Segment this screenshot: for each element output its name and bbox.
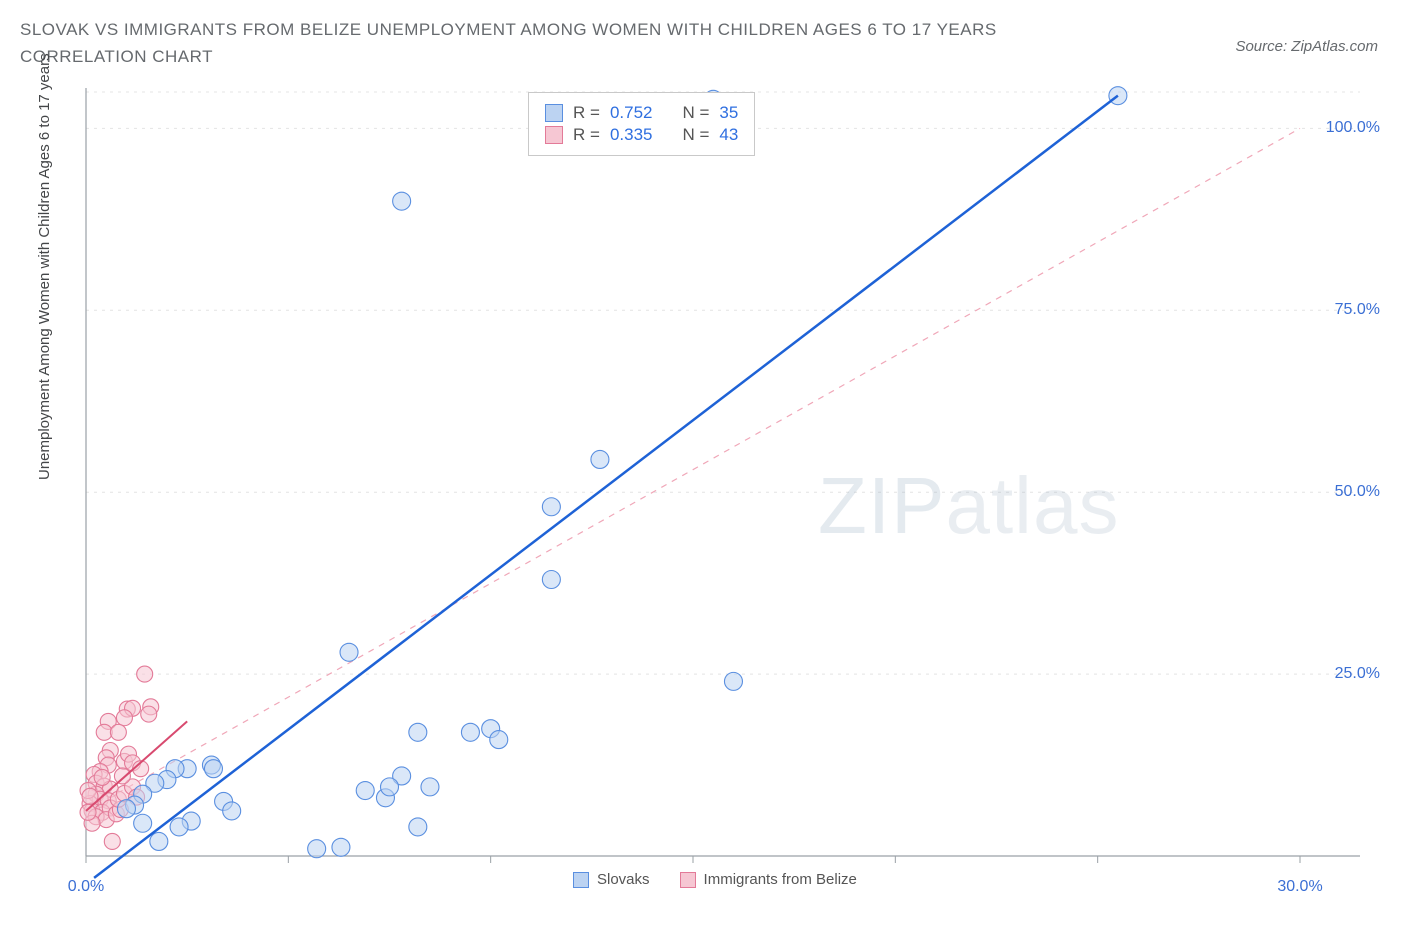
y-tick-label: 50.0% xyxy=(1335,483,1380,501)
stats-legend: R = 0.752 N = 35 R = 0.335 N = 43 xyxy=(528,92,755,156)
series-legend: Slovaks Immigrants from Belize xyxy=(573,871,857,888)
point-blue xyxy=(461,723,479,741)
point-blue xyxy=(308,840,326,858)
point-pink xyxy=(116,710,132,726)
n-label: N = xyxy=(682,125,709,145)
point-blue xyxy=(134,814,152,832)
point-pink xyxy=(114,768,130,784)
trend-line-blue xyxy=(94,96,1118,878)
point-blue xyxy=(381,778,399,796)
legend-item: Immigrants from Belize xyxy=(680,871,857,888)
point-blue xyxy=(356,782,374,800)
point-blue xyxy=(150,832,168,850)
x-tick-label: 30.0% xyxy=(1277,878,1322,896)
point-blue xyxy=(204,760,222,778)
n-value: 35 xyxy=(719,103,738,123)
legend-label: Immigrants from Belize xyxy=(704,871,857,888)
legend-swatch xyxy=(545,126,563,144)
point-blue xyxy=(724,672,742,690)
point-pink xyxy=(96,724,112,740)
y-tick-label: 75.0% xyxy=(1335,301,1380,319)
n-value: 43 xyxy=(719,125,738,145)
y-tick-label: 100.0% xyxy=(1326,119,1380,137)
point-blue xyxy=(542,498,560,516)
point-blue xyxy=(542,571,560,589)
point-pink xyxy=(80,804,96,820)
point-blue xyxy=(409,818,427,836)
point-blue xyxy=(409,723,427,741)
y-tick-label: 25.0% xyxy=(1335,665,1380,683)
point-blue xyxy=(332,838,350,856)
y-axis-label: Unemployment Among Women with Children A… xyxy=(36,53,53,480)
legend-item: Slovaks xyxy=(573,871,650,888)
point-blue xyxy=(340,643,358,661)
point-blue xyxy=(223,802,241,820)
plot-area: R = 0.752 N = 35 R = 0.335 N = 43 Slovaks Immigr… xyxy=(78,80,1378,890)
point-pink xyxy=(110,724,126,740)
stats-legend-row: R = 0.335 N = 43 xyxy=(545,125,738,145)
point-pink xyxy=(141,706,157,722)
legend-swatch xyxy=(573,872,589,888)
point-pink xyxy=(94,769,110,785)
r-value: 0.752 xyxy=(610,103,653,123)
legend-swatch xyxy=(680,872,696,888)
legend-swatch xyxy=(545,104,563,122)
x-tick-label: 0.0% xyxy=(68,878,104,896)
chart-title: SLOVAK VS IMMIGRANTS FROM BELIZE UNEMPLO… xyxy=(20,16,1120,70)
n-label: N = xyxy=(682,103,709,123)
point-blue xyxy=(117,800,135,818)
trend-line-pink-dash xyxy=(86,128,1300,811)
source-attribution: Source: ZipAtlas.com xyxy=(1235,38,1378,55)
point-blue xyxy=(170,818,188,836)
stats-legend-row: R = 0.752 N = 35 xyxy=(545,103,738,123)
r-label: R = xyxy=(573,103,600,123)
r-label: R = xyxy=(573,125,600,145)
point-pink xyxy=(104,833,120,849)
point-pink xyxy=(137,666,153,682)
point-blue xyxy=(490,731,508,749)
point-blue xyxy=(421,778,439,796)
legend-label: Slovaks xyxy=(597,871,650,888)
scatter-chart-svg xyxy=(78,80,1378,890)
point-blue xyxy=(591,450,609,468)
r-value: 0.335 xyxy=(610,125,653,145)
point-blue xyxy=(393,192,411,210)
